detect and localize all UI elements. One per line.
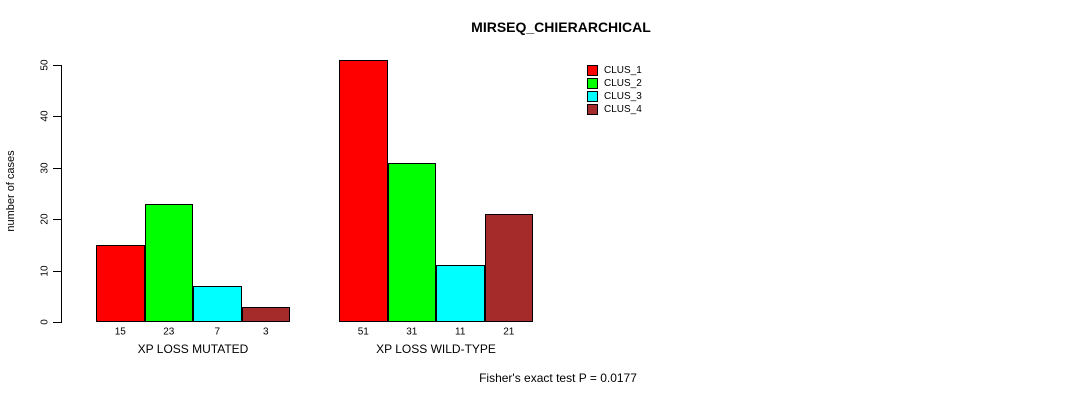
y-axis-tick: [53, 65, 61, 66]
x-category-label-wild-type: XP LOSS WILD-TYPE: [376, 342, 496, 356]
bar-value-label: 3: [262, 326, 269, 338]
x-category-label-mutated: XP LOSS MUTATED: [137, 342, 249, 356]
bar-clus-3-xp-loss-mutated: [193, 286, 242, 322]
legend-swatch-icon: [587, 65, 598, 76]
legend-label: CLUS_3: [604, 91, 642, 102]
bar-clus-2-xp-loss-wild-type: [387, 162, 436, 322]
bar-value-label: 21: [503, 326, 515, 338]
bar-value-label: 23: [163, 326, 175, 338]
bar-value-label: 15: [114, 326, 126, 338]
y-axis-tick: [53, 219, 61, 221]
bar-clus-1-xp-loss-wild-type: [339, 59, 388, 322]
y-axis-tick-label: 10: [39, 265, 51, 277]
y-axis-tick-label: 30: [39, 162, 51, 174]
legend-label: CLUS_2: [604, 78, 642, 89]
legend-item-clus-3: CLUS_3: [587, 90, 642, 103]
fisher-test-annotation: Fisher's exact test P = 0.0177: [479, 371, 637, 385]
bar-value-label: 11: [455, 326, 466, 338]
bar-value-label: 51: [357, 326, 369, 338]
legend-item-clus-4: CLUS_4: [587, 103, 642, 116]
y-axis-tick-label: 20: [39, 213, 51, 225]
legend: CLUS_1 CLUS_2 CLUS_3 CLUS_4: [587, 64, 642, 116]
y-axis-tick: [53, 270, 61, 272]
legend-swatch-icon: [587, 91, 598, 102]
bar-clus-1-xp-loss-mutated: [96, 244, 145, 322]
y-axis-tick: [53, 167, 61, 169]
legend-label: CLUS_1: [604, 65, 642, 76]
y-axis-tick: [53, 116, 61, 118]
legend-swatch-icon: [587, 78, 598, 89]
bar-clus-3-xp-loss-wild-type: [436, 265, 485, 322]
legend-swatch-icon: [587, 104, 598, 115]
legend-item-clus-2: CLUS_2: [587, 77, 642, 90]
legend-label: CLUS_4: [604, 104, 642, 115]
y-axis-title: number of cases: [5, 150, 17, 232]
bar-value-label: 31: [406, 326, 418, 338]
bar-clus-2-xp-loss-mutated: [144, 203, 193, 322]
chart-title: MIRSEQ_CHIERARCHICAL: [471, 19, 651, 35]
bar-clus-4-xp-loss-wild-type: [484, 214, 533, 322]
legend-item-clus-1: CLUS_1: [587, 64, 642, 77]
y-axis-line: [61, 65, 62, 323]
bar-clus-4-xp-loss-mutated: [241, 306, 290, 322]
y-axis-tick-label: 40: [39, 110, 51, 122]
y-axis-tick: [53, 322, 61, 323]
bar-value-label: 7: [214, 326, 221, 338]
y-axis-tick-label: 0: [39, 319, 51, 325]
y-axis-tick-label: 50: [39, 59, 51, 71]
